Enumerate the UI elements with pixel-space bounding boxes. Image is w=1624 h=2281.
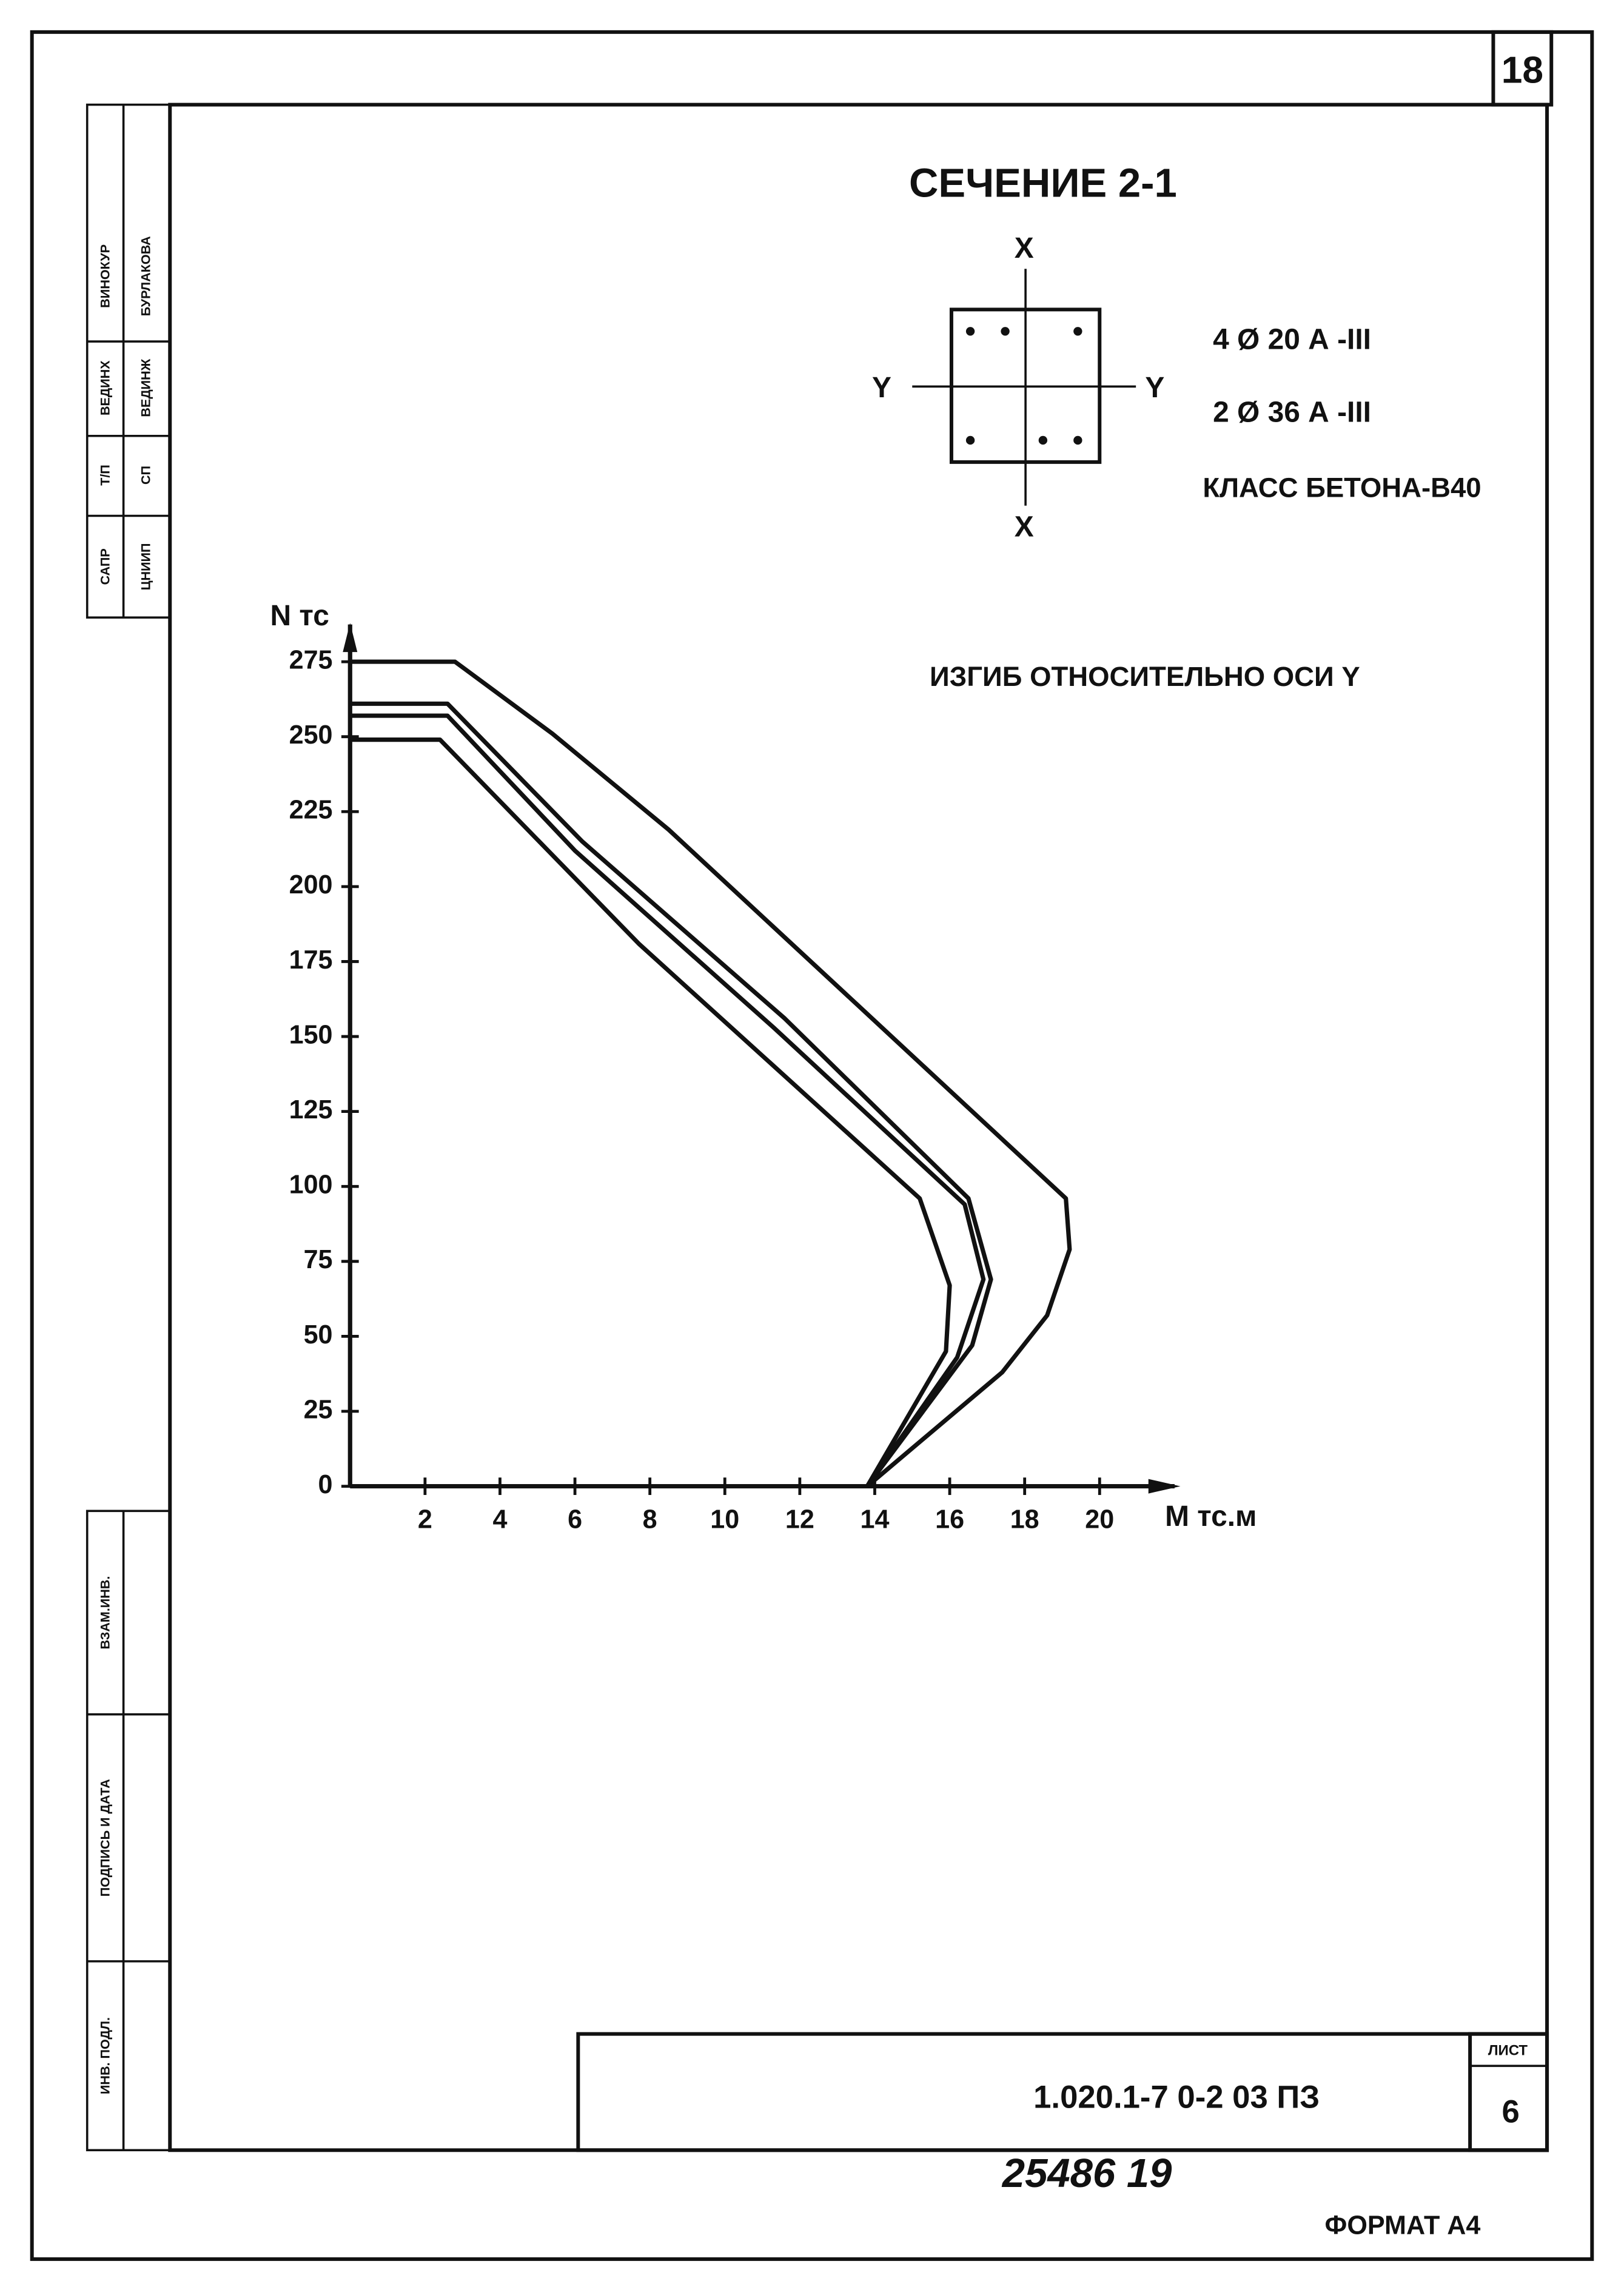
y-tick-label: 75 (304, 1245, 333, 1274)
y-tick-label: 225 (289, 796, 333, 825)
sidebar-label: СП (138, 466, 153, 485)
y-tick-label: 125 (289, 1095, 333, 1124)
x-tick-label: 10 (710, 1505, 739, 1534)
concrete-class: КЛАСС БЕТОНА-В40 (1203, 472, 1481, 503)
x-axis-arrow (1148, 1479, 1181, 1494)
outer-frame (30, 30, 1594, 2261)
sidebar-label: Т/П (98, 465, 113, 486)
sidebar-bottom: ВЗАМ.ИНВ. ПОДПИСЬ И ДАТА ИНВ. ПОДЛ. (86, 1510, 172, 2152)
sheet-box (1468, 2032, 1549, 2152)
page-number-box (1491, 30, 1554, 107)
rebar-dot (1001, 327, 1010, 336)
sheet-label: ЛИСТ (1488, 2043, 1528, 2059)
x-tick-label: 6 (568, 1505, 582, 1534)
sidebar-label: БУРЛАКОВА (138, 236, 153, 316)
bending-note: ИЗГИБ ОТНОСИТЕЛЬНО ОСИ Y (930, 661, 1360, 692)
axis-label: Y (872, 372, 891, 404)
section-title: СЕЧЕНИЕ 2-1 (909, 160, 1177, 206)
page-number: 18 (1502, 49, 1543, 91)
x-tick-label: 16 (935, 1505, 964, 1534)
x-tick-label: 8 (643, 1505, 657, 1534)
x-tick-label: 14 (861, 1505, 890, 1534)
sidebar-box (86, 103, 172, 619)
x-axis-title: M тс.м (1165, 1500, 1257, 1533)
format-label: ФОРМАТ А4 (1325, 2211, 1481, 2240)
x-tick-label: 12 (785, 1505, 814, 1534)
rebar-spec: 2 Ø 36 А -III (1213, 396, 1371, 428)
sidebar-box (86, 1510, 172, 2152)
y-tick-label: 50 (304, 1320, 333, 1349)
interaction-curve (350, 659, 1072, 1488)
x-tick-label: 2 (418, 1505, 432, 1534)
y-tick-label: 100 (289, 1171, 333, 1200)
axis-label: X (1015, 511, 1034, 543)
y-tick-label: 250 (289, 721, 333, 750)
rebar-dot (1073, 435, 1082, 445)
rebar-dot (965, 327, 975, 336)
title-block: ЛИСТ 6 1.020.1-7 0-2 03 ПЗ (576, 2032, 1549, 2152)
sidebar-label: ВЕДИНХ (98, 360, 113, 415)
y-axis-title: N тс (270, 600, 329, 632)
sidebar-top: САПР ЦНИИП Т/П СП ВЕДИНХ ВЕДИНЖ ВИНОКУР … (86, 103, 172, 619)
sidebar-label: ВИНОКУР (98, 244, 113, 308)
interaction-curve (350, 737, 952, 1488)
y-tick-label: 200 (289, 870, 333, 899)
rebar-dot (965, 435, 975, 445)
y-axis-arrow (343, 623, 358, 653)
interaction-curve (350, 713, 986, 1488)
section-sketch: X X Y Y (872, 232, 1164, 543)
y-tick-label: 275 (289, 645, 333, 674)
handwritten-number: 25486 19 (1001, 2151, 1172, 2196)
y-tick-label: 0 (318, 1470, 333, 1499)
x-tick-label: 20 (1085, 1505, 1114, 1534)
sidebar-label: САПР (98, 548, 113, 585)
sheet-number: 6 (1502, 2094, 1520, 2129)
sidebar-label: ПОДПИСЬ И ДАТА (98, 1779, 113, 1896)
stamp-code: 1.020.1-7 0-2 03 ПЗ (1033, 2079, 1320, 2115)
x-tick-label: 4 (492, 1505, 507, 1534)
rebar-spec: 4 Ø 20 А -III (1213, 324, 1371, 356)
interaction-curve (350, 701, 993, 1488)
x-tick-label: 18 (1010, 1505, 1039, 1534)
y-tick-label: 175 (289, 946, 333, 975)
axis-label: Y (1145, 372, 1164, 404)
sidebar-label: ЦНИИП (138, 543, 153, 590)
y-tick-label: 25 (304, 1395, 333, 1424)
sidebar-label: ВЗАМ.ИНВ. (98, 1576, 113, 1650)
rebar-dot (1038, 435, 1048, 445)
rebar-dot (1073, 327, 1082, 336)
axis-label: X (1015, 232, 1034, 264)
sidebar-label: ИНВ. ПОДЛ. (98, 2017, 113, 2094)
sidebar-label: ВЕДИНЖ (138, 358, 153, 417)
y-tick-label: 150 (289, 1020, 333, 1049)
chart: N тс M тс.м 0 25 50 75 100 125 150 175 200 225 250… (270, 600, 1257, 1534)
